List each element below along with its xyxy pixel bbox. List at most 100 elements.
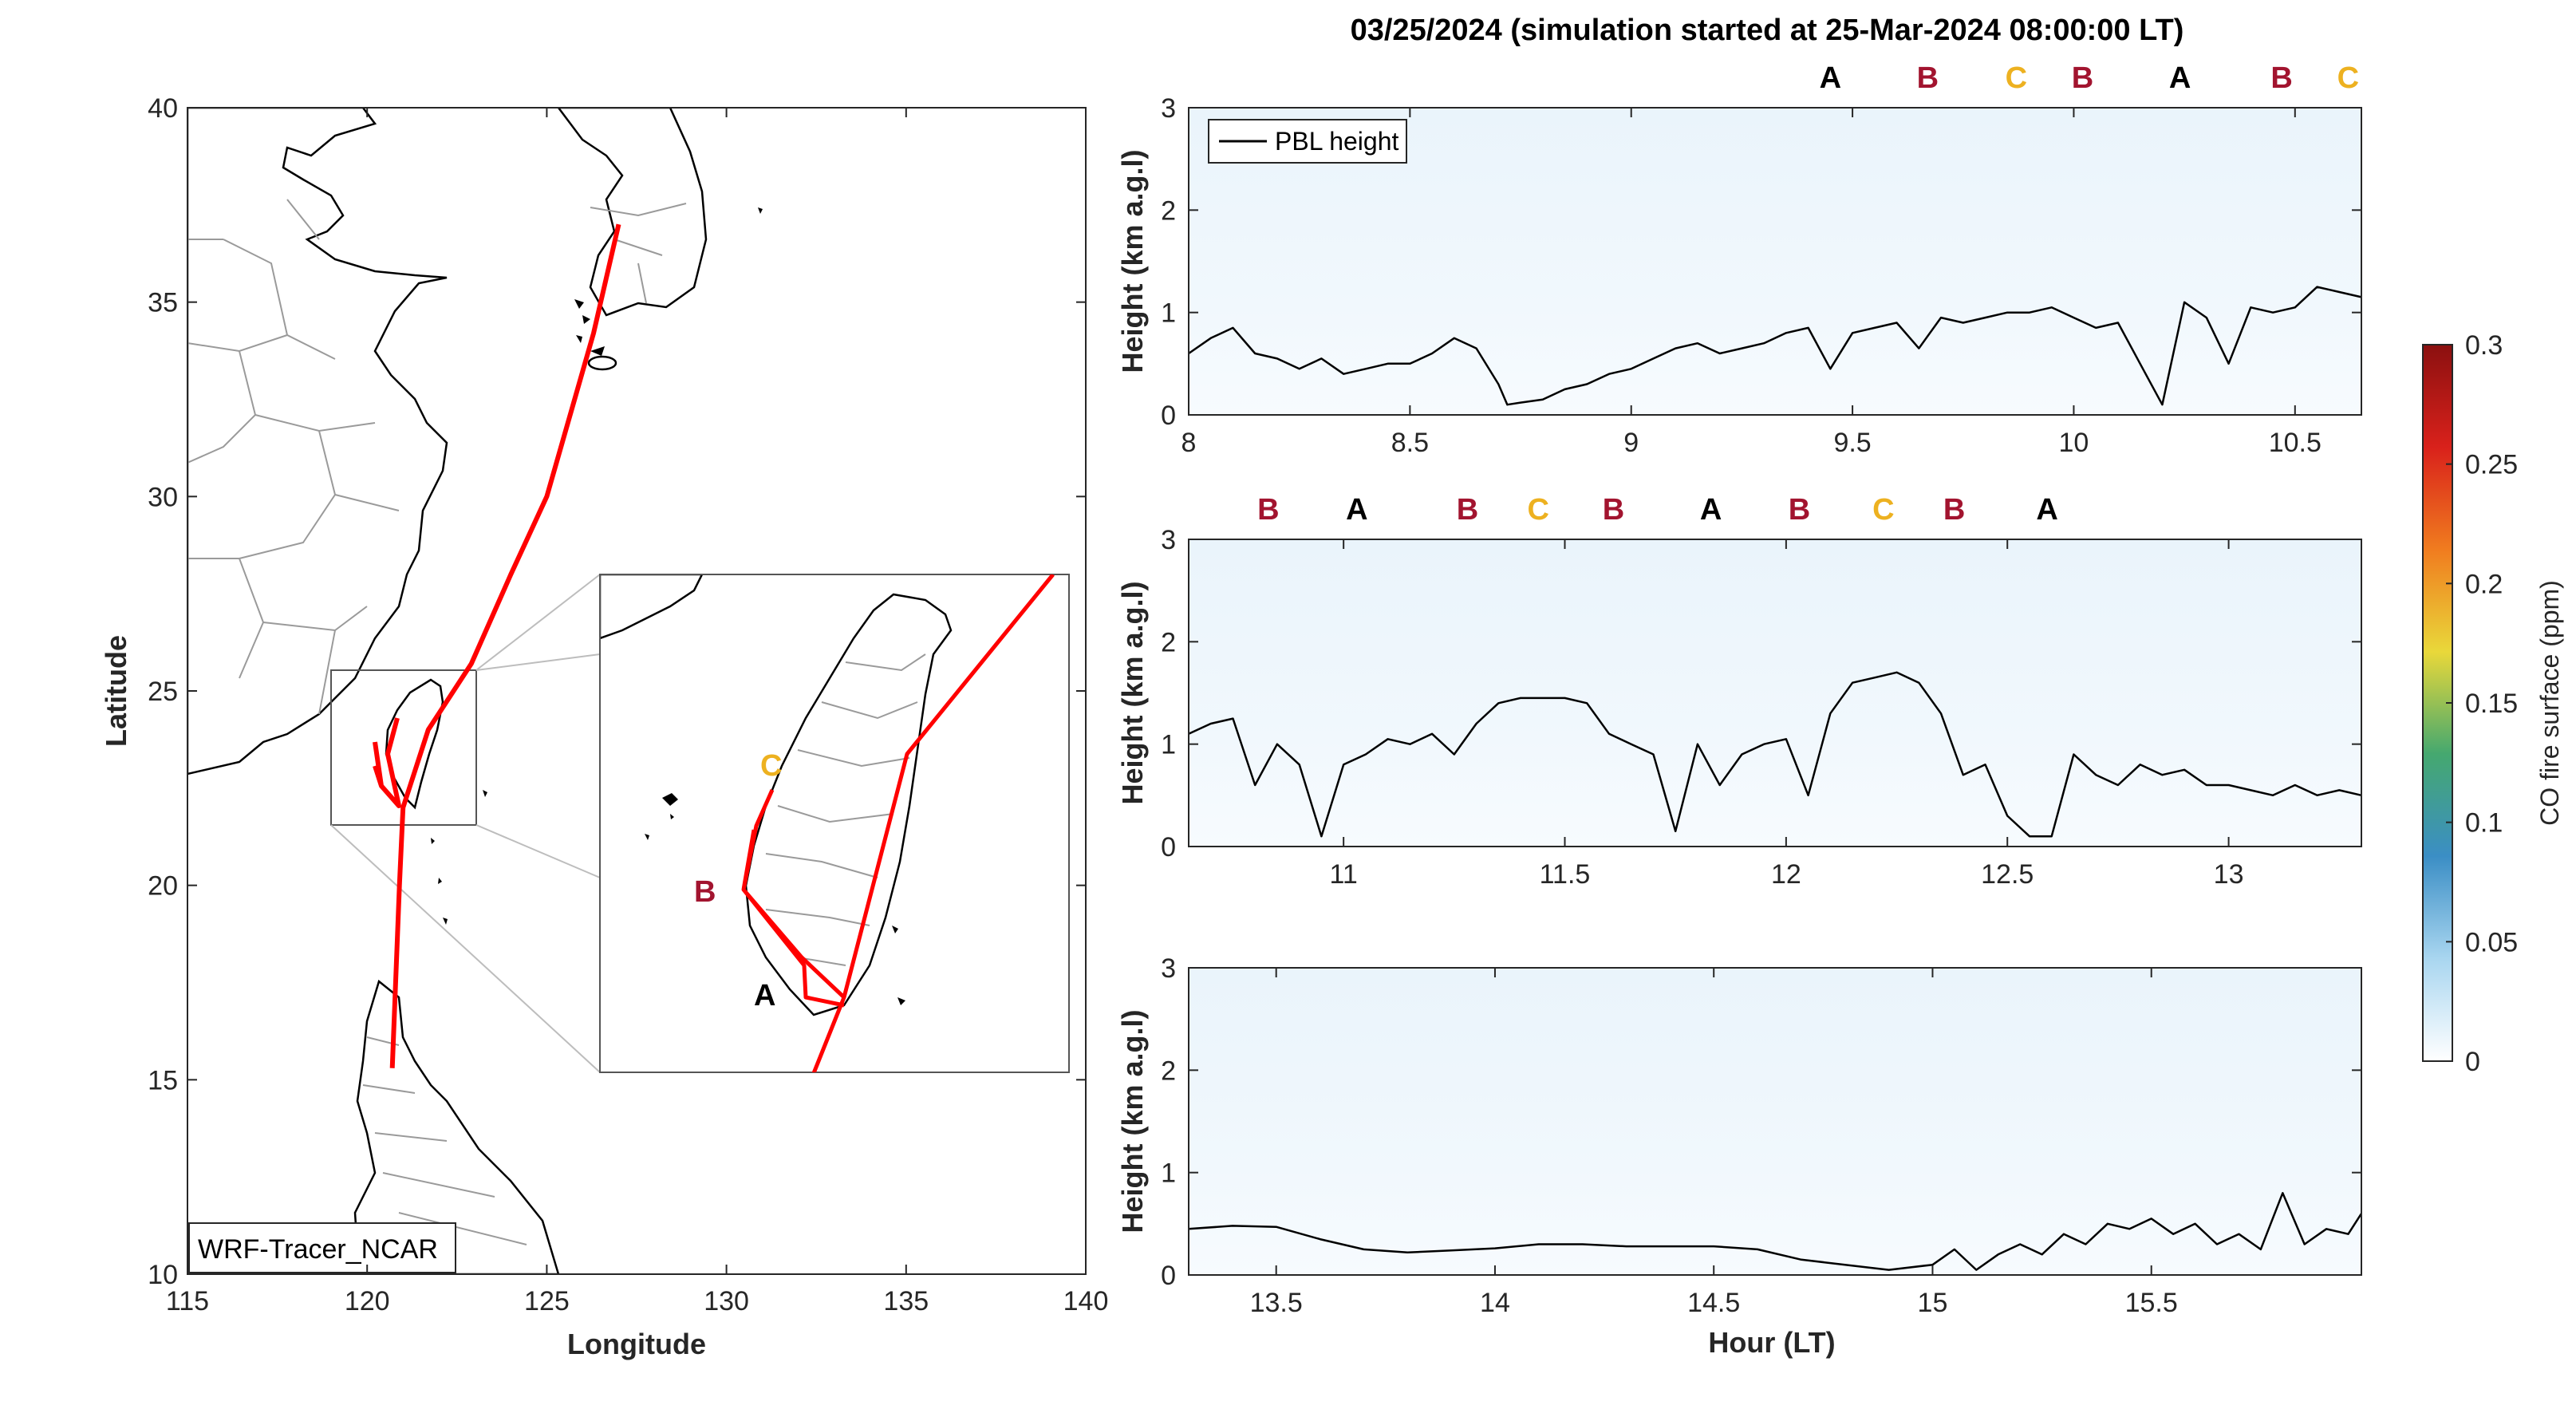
ytick-label: 1: [1161, 298, 1176, 329]
waypoint-marker-b: B: [1789, 493, 1810, 527]
waypoint-marker-b: B: [1257, 493, 1279, 527]
waypoint-marker-a: A: [2036, 493, 2057, 527]
map-ylabel: Latitude: [100, 635, 132, 747]
xtick-label: 12.5: [1981, 859, 2034, 890]
ytick-label: 3: [1161, 525, 1176, 555]
colorbar-tick-label: 0: [2465, 1047, 2480, 1077]
inset-taiwan-coastline: [744, 593, 953, 1016]
map-xtick-label: 115: [166, 1286, 209, 1316]
pbl-height-line: [1188, 1192, 2363, 1271]
height-ylabel: Height (km a.g.l): [1116, 581, 1149, 804]
colorbar-tick-label: 0.25: [2465, 450, 2518, 480]
map-xtick-label: 120: [345, 1286, 390, 1316]
ytick-label: 1: [1161, 1158, 1176, 1189]
map-ytick-label: 25: [148, 677, 178, 707]
co-field: [1189, 968, 2361, 1275]
map-xlabel: Longitude: [567, 1328, 706, 1360]
xtick-label: 9: [1623, 428, 1639, 458]
waypoint-marker-c: C: [2337, 61, 2359, 95]
xtick-label: 11.5: [1540, 859, 1591, 890]
colorbar-ticks: 0 0.05 0.1 0.15 0.2 0.25 0.3: [2446, 330, 2518, 1077]
colorbar-tick-label: 0.1: [2465, 808, 2503, 839]
zoom-connectors: [330, 574, 601, 1073]
map-ytick-label: 20: [148, 871, 178, 902]
luzon-boundaries: [362, 1036, 527, 1245]
map-xtick-label: 135: [883, 1286, 929, 1316]
waypoint-marker-b: B: [1943, 493, 1965, 527]
pbl-height-line: [1188, 671, 2362, 838]
xtick-label: 13: [2214, 859, 2244, 890]
colorbar-tick-label: 0.05: [2465, 927, 2518, 957]
ytick-label: 3: [1161, 953, 1176, 984]
model-label: WRF-Tracer_NCAR: [198, 1234, 438, 1265]
pbl-legend-label: PBL height: [1275, 127, 1398, 156]
waypoint-marker-a: A: [1346, 493, 1367, 527]
ytick-label: 2: [1161, 195, 1176, 226]
xtick-label: 12: [1771, 859, 1801, 890]
inset-label-b: B: [694, 875, 716, 909]
ytick-label: 2: [1161, 627, 1176, 657]
korea-coastline: [557, 108, 708, 317]
map-ytick-label: 30: [148, 482, 178, 512]
xtick-label: 8.5: [1391, 428, 1429, 458]
height-ylabel: Height (km a.g.l): [1116, 149, 1149, 373]
inset-label-a: A: [754, 979, 775, 1012]
co-field: [1189, 539, 2361, 847]
waypoint-marker-a: A: [1700, 493, 1722, 527]
xtick-label: 8: [1181, 428, 1197, 458]
model-label-box: WRF-Tracer_NCAR: [188, 1222, 456, 1273]
xtick-label: 10: [2059, 428, 2089, 458]
waypoint-marker-c: C: [2006, 61, 2027, 95]
map-xtick-label: 130: [704, 1286, 749, 1316]
waypoint-marker-b: B: [1603, 493, 1624, 527]
colorbar-tick-label: 0.2: [2465, 569, 2503, 599]
inset-penghu-islands: [645, 793, 905, 1005]
inset-map: C B A: [599, 574, 1070, 1073]
ytick-label: 1: [1161, 730, 1176, 760]
pbl-legend: PBL height: [1208, 119, 1407, 164]
time-height-panel-3: 13.5 14 14.5 15 15.5 0 1 2 3 Height (km a.g.l): [1116, 953, 2363, 1318]
china-coastline: [187, 108, 448, 776]
map-panel: WRF-Tracer_NCAR C B A 115 120 125 130 135 140…: [100, 93, 1108, 1360]
inset-flight-track: [741, 574, 1055, 1072]
figure-title: 03/25/2024 (simulation started at 25-Mar…: [1351, 14, 2184, 47]
xtick-label: 15: [1918, 1288, 1948, 1318]
panel-axes-box: [1188, 539, 2362, 847]
pbl-height-line: [1188, 286, 2362, 406]
map-x-ticks: 115 120 125 130 135 140: [166, 108, 1108, 1316]
xtick-label: 11: [1330, 859, 1358, 890]
xtick-label: 13.5: [1250, 1288, 1303, 1318]
flight-track: [389, 223, 621, 1068]
xtick-label: 10.5: [2269, 428, 2322, 458]
waypoint-marker-b: B: [2270, 61, 2292, 95]
panel-axes-box: [1188, 107, 2362, 416]
waypoint-marker-a: A: [2169, 61, 2191, 95]
xtick-label: 14: [1480, 1288, 1510, 1318]
colorbar: 0 0.05 0.1 0.15 0.2 0.25 0.3 CO fire surface (…: [2422, 330, 2564, 1077]
province-boundaries: [187, 199, 400, 715]
ytick-label: 0: [1161, 832, 1176, 862]
hour-xlabel: Hour (LT): [1708, 1326, 1835, 1359]
map-xtick-label: 125: [524, 1286, 570, 1316]
ytick-label: 2: [1161, 1056, 1176, 1086]
colorbar-label: CO fire surface (ppm): [2535, 580, 2564, 826]
inset-label-c: C: [760, 749, 782, 783]
waypoint-marker-b: B: [1457, 493, 1478, 527]
waypoint-marker-b: B: [1917, 61, 1939, 95]
map-ytick-label: 35: [148, 288, 178, 318]
xtick-label: 9.5: [1833, 428, 1871, 458]
ytick-label: 0: [1161, 1261, 1176, 1291]
xtick-label: 14.5: [1687, 1288, 1740, 1318]
map-coastlines: [187, 108, 763, 1274]
inset-china-coast: [600, 574, 704, 640]
inset-frame: [599, 574, 1070, 1073]
map-ytick-label: 10: [148, 1260, 178, 1290]
panel-axes-box: [1188, 967, 2362, 1276]
waypoint-marker-c: C: [1527, 493, 1548, 527]
jeju-island: [587, 355, 617, 371]
korea-boundaries: [590, 203, 687, 304]
colorbar-tick-label: 0.3: [2465, 330, 2503, 361]
inset-county-lines: [765, 653, 926, 966]
